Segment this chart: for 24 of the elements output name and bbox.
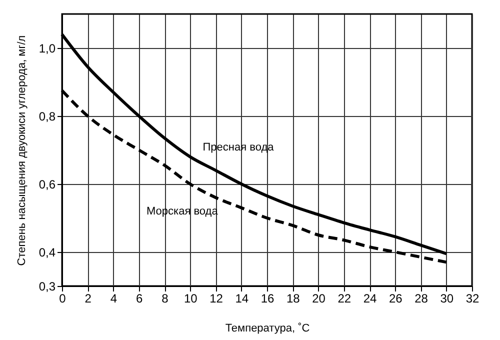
x-tick-label: 18 — [286, 292, 300, 306]
x-tick-label: 26 — [388, 292, 403, 306]
x-tick-label: 14 — [235, 292, 249, 306]
x-tick-label: 16 — [260, 292, 274, 306]
x-tick-label: 10 — [184, 292, 198, 306]
y-tick-label: 1,0 — [38, 42, 56, 56]
x-tick-label: 0 — [59, 292, 66, 306]
x-tick-label: 12 — [210, 292, 224, 306]
x-tick-label: 32 — [466, 292, 480, 306]
x-tick-label: 22 — [338, 292, 352, 306]
y-tick-label: 0,6 — [38, 178, 56, 192]
y-tick-label: 0,4 — [38, 246, 56, 260]
y-axis-title: Степень насыщения двуокиси углерода, мг/л — [16, 35, 28, 266]
x-axis-title: Температура, ˚С — [225, 322, 310, 334]
y-tick-label: 0,8 — [38, 110, 56, 124]
y-tick-label: 0,3 — [38, 280, 56, 294]
x-tick-label: 6 — [136, 292, 144, 306]
x-tick-label: 8 — [162, 292, 169, 306]
x-tick-label: 30 — [440, 292, 454, 306]
x-tick-label: 24 — [363, 292, 377, 306]
x-tick-label: 2 — [84, 292, 92, 306]
x-tick-label: 4 — [110, 292, 118, 306]
x-tick-label: 28 — [414, 292, 428, 306]
x-tick-label: 20 — [312, 292, 326, 306]
